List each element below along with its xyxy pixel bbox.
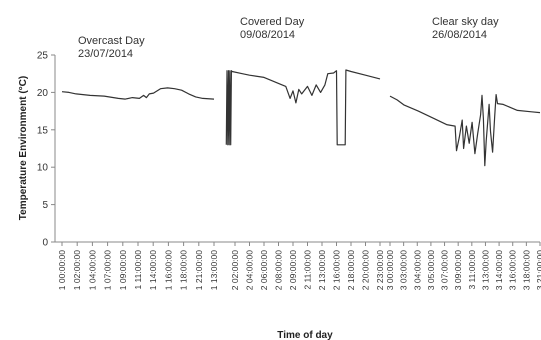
x-tick-label: 2 04:00:00 <box>245 250 255 290</box>
x-tick-label: 2 18:00:00 <box>346 250 356 290</box>
x-tick-label: 2 23:00:00 <box>375 250 385 290</box>
x-tick-label: 3 11:00:00 <box>467 250 477 290</box>
series-lines <box>61 69 541 167</box>
x-tick-label: 3 18:00:00 <box>521 250 531 290</box>
x-tick-label: 2 09:00:00 <box>288 250 298 290</box>
x-tick-label: 1 11:00:00 <box>133 250 143 290</box>
x-tick-label: 1 18:00:00 <box>179 250 189 290</box>
x-tick-label: 3 05:00:00 <box>426 250 436 290</box>
x-tick-label: 3 09:00:00 <box>453 250 463 290</box>
y-axis: 0 5 10 15 20 25 <box>37 51 56 249</box>
x-tick-label: 1 14:00:00 <box>148 250 158 290</box>
x-tick-label: 1 07:00:00 <box>103 250 113 290</box>
x-tick-label: 2 02:00:00 <box>230 250 240 290</box>
x-axis-title: Time of day <box>277 330 333 340</box>
x-tick-label: 3 00:00:00 <box>385 250 395 290</box>
annotation-day-1: Overcast Day 23/07/2014 <box>78 35 145 60</box>
y-tick-label: 10 <box>37 163 49 174</box>
y-tick-label: 15 <box>37 125 49 136</box>
x-axis: 1 00:00:00 1 02:00:00 1 04:00:00 1 07:00:00… <box>55 241 541 290</box>
annotation-day-3: Clear sky day 26/08/2014 <box>432 16 499 41</box>
series-line-day-1 <box>61 87 215 100</box>
y-tick-label: 20 <box>37 88 49 99</box>
x-tick-label: 2 11:00:00 <box>303 250 313 290</box>
x-tick-label: 2 16:00:00 <box>332 250 342 290</box>
y-tick-label: 5 <box>42 200 48 211</box>
y-axis-title: Temperature Environment (°C) <box>18 76 29 220</box>
x-tick-label: 1 02:00:00 <box>72 250 82 290</box>
x-tick-label: 3 16:00:00 <box>508 250 518 290</box>
x-tick-label: 1 16:00:00 <box>163 250 173 290</box>
y-tick-label: 25 <box>37 51 49 62</box>
x-tick-label: 3 13:00:00 <box>480 250 490 290</box>
x-tick-label: 3 14:00:00 <box>494 250 504 290</box>
x-tick-label: 1 21:00:00 <box>194 250 204 290</box>
x-tick-label: 1 09:00:00 <box>118 250 128 290</box>
x-tick-label: 3 07:00:00 <box>440 250 450 290</box>
series-line-day-3 <box>389 93 541 167</box>
y-tick-label: 0 <box>42 238 48 249</box>
annotations: Overcast Day 23/07/2014 Covered Day 09/08/2… <box>78 16 499 60</box>
x-tick-label: 3 04:00:00 <box>412 250 422 290</box>
x-tick-label: 3 21:00:00 <box>535 250 541 290</box>
x-tick-label: 2 20:00:00 <box>361 250 371 290</box>
x-tick-label: 3 03:00:00 <box>399 250 409 290</box>
x-tick-label: 1 00:00:00 <box>57 250 67 290</box>
x-tick-label: 2 13:00:00 <box>317 250 327 290</box>
annotation-day-2: Covered Day 09/08/2014 <box>240 16 305 41</box>
series-line-day-2 <box>225 69 381 146</box>
x-tick-label: 2 08:00:00 <box>274 250 284 290</box>
x-tick-label: 2 06:00:00 <box>259 250 269 290</box>
x-tick-label: 1 04:00:00 <box>87 250 97 290</box>
x-tick-label: 1 13:00:00 <box>209 250 219 290</box>
